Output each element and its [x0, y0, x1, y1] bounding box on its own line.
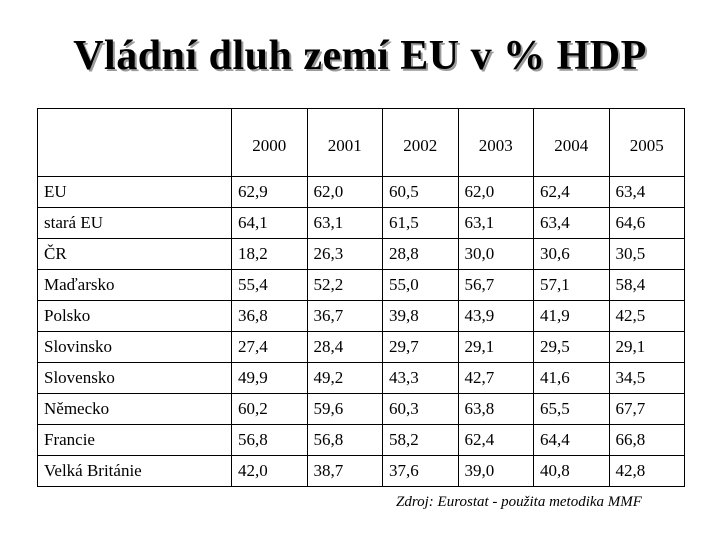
value-cell: 39,0 [457, 455, 534, 487]
value-cell: 59,6 [306, 393, 383, 425]
value-cell: 39,8 [382, 300, 459, 332]
value-cell: 62,9 [231, 176, 308, 208]
country-cell: Polsko [37, 300, 232, 332]
country-cell: Německo [37, 393, 232, 425]
year-header: 2001 [306, 108, 383, 177]
value-cell: 30,0 [457, 238, 534, 270]
year-header: 2005 [608, 108, 685, 177]
value-cell: 62,4 [533, 176, 610, 208]
country-cell: Slovensko [37, 362, 232, 394]
country-cell: EU [37, 176, 232, 208]
year-header: 2002 [382, 108, 459, 177]
value-cell: 42,7 [457, 362, 534, 394]
value-cell: 42,5 [608, 300, 685, 332]
value-cell: 41,6 [533, 362, 610, 394]
value-cell: 56,7 [457, 269, 534, 301]
value-cell: 58,2 [382, 424, 459, 456]
value-cell: 62,0 [457, 176, 534, 208]
value-cell: 28,8 [382, 238, 459, 270]
table-row: Velká Británie 42,0 38,7 37,6 39,0 40,8 … [37, 455, 685, 487]
value-cell: 62,4 [457, 424, 534, 456]
year-header: 2000 [231, 108, 308, 177]
value-cell: 30,6 [533, 238, 610, 270]
value-cell: 36,7 [306, 300, 383, 332]
value-cell: 41,9 [533, 300, 610, 332]
country-cell: Velká Británie [37, 455, 232, 487]
year-header: 2004 [533, 108, 610, 177]
value-cell: 43,9 [457, 300, 534, 332]
value-cell: 18,2 [231, 238, 308, 270]
value-cell: 27,4 [231, 331, 308, 363]
value-cell: 52,2 [306, 269, 383, 301]
value-cell: 60,3 [382, 393, 459, 425]
header-row: 2000 2001 2002 2003 2004 2005 [37, 108, 685, 177]
value-cell: 42,0 [231, 455, 308, 487]
table-row: Německo 60,2 59,6 60,3 63,8 65,5 67,7 [37, 393, 685, 425]
value-cell: 26,3 [306, 238, 383, 270]
value-cell: 63,4 [608, 176, 685, 208]
value-cell: 63,4 [533, 207, 610, 239]
country-cell: ČR [37, 238, 232, 270]
value-cell: 63,1 [306, 207, 383, 239]
table-row: ČR 18,2 26,3 28,8 30,0 30,6 30,5 [37, 238, 685, 270]
header-country-cell [37, 108, 232, 177]
table-row: EU 62,9 62,0 60,5 62,0 62,4 63,4 [37, 176, 685, 208]
page-title: Vládní dluh zemí EU v % HDP [73, 33, 647, 79]
table-row: Polsko 36,8 36,7 39,8 43,9 41,9 42,5 [37, 300, 685, 332]
table-row: Slovinsko 27,4 28,4 29,7 29,1 29,5 29,1 [37, 331, 685, 363]
value-cell: 40,8 [533, 455, 610, 487]
value-cell: 56,8 [306, 424, 383, 456]
value-cell: 60,2 [231, 393, 308, 425]
year-header: 2003 [457, 108, 534, 177]
debt-table: 2000 2001 2002 2003 2004 2005 EU 62,9 62… [37, 108, 685, 487]
value-cell: 55,4 [231, 269, 308, 301]
value-cell: 43,3 [382, 362, 459, 394]
value-cell: 66,8 [608, 424, 685, 456]
table-row: Slovensko 49,9 49,2 43,3 42,7 41,6 34,5 [37, 362, 685, 394]
value-cell: 38,7 [306, 455, 383, 487]
table-row: Francie 56,8 56,8 58,2 62,4 64,4 66,8 [37, 424, 685, 456]
value-cell: 55,0 [382, 269, 459, 301]
value-cell: 67,7 [608, 393, 685, 425]
value-cell: 37,6 [382, 455, 459, 487]
value-cell: 36,8 [231, 300, 308, 332]
value-cell: 65,5 [533, 393, 610, 425]
value-cell: 58,4 [608, 269, 685, 301]
value-cell: 60,5 [382, 176, 459, 208]
value-cell: 29,5 [533, 331, 610, 363]
table-row: stará EU 64,1 63,1 61,5 63,1 63,4 64,6 [37, 207, 685, 239]
value-cell: 29,7 [382, 331, 459, 363]
value-cell: 34,5 [608, 362, 685, 394]
country-cell: stará EU [37, 207, 232, 239]
source-note: Zdroj: Eurostat - použita metodika MMF [396, 494, 642, 510]
value-cell: 49,9 [231, 362, 308, 394]
value-cell: 56,8 [231, 424, 308, 456]
value-cell: 42,8 [608, 455, 685, 487]
value-cell: 64,4 [533, 424, 610, 456]
country-cell: Slovinsko [37, 331, 232, 363]
table-row: Maďarsko 55,4 52,2 55,0 56,7 57,1 58,4 [37, 269, 685, 301]
value-cell: 62,0 [306, 176, 383, 208]
value-cell: 29,1 [457, 331, 534, 363]
value-cell: 63,8 [457, 393, 534, 425]
value-cell: 29,1 [608, 331, 685, 363]
country-cell: Francie [37, 424, 232, 456]
value-cell: 30,5 [608, 238, 685, 270]
value-cell: 64,1 [231, 207, 308, 239]
value-cell: 63,1 [457, 207, 534, 239]
value-cell: 61,5 [382, 207, 459, 239]
value-cell: 49,2 [306, 362, 383, 394]
country-cell: Maďarsko [37, 269, 232, 301]
value-cell: 28,4 [306, 331, 383, 363]
value-cell: 64,6 [608, 207, 685, 239]
value-cell: 57,1 [533, 269, 610, 301]
